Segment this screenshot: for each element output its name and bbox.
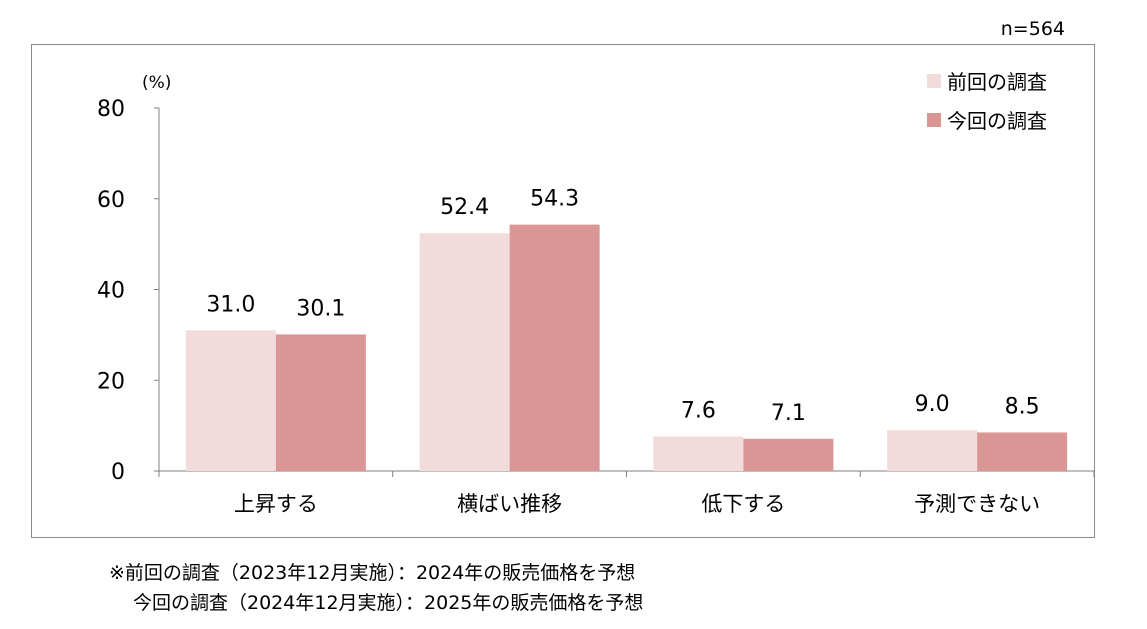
legend-swatch <box>927 113 941 127</box>
y-tick-label: 60 <box>97 188 125 213</box>
y-tick-label: 20 <box>97 369 125 394</box>
bar <box>275 334 366 471</box>
data-label: 7.6 <box>681 399 716 424</box>
y-tick-label: 0 <box>111 460 125 485</box>
y-axis-unit: (%) <box>142 73 171 93</box>
data-label: 8.5 <box>1005 394 1040 419</box>
chart-axes: 0 20 40 60 80 (%) <box>97 73 1095 485</box>
bar <box>887 430 978 471</box>
x-category-label: 予測できない <box>914 492 1040 516</box>
bar <box>743 438 834 471</box>
x-category-label: 上昇する <box>234 492 318 516</box>
bar <box>977 432 1068 471</box>
x-category-label: 低下する <box>701 492 785 516</box>
data-label: 54.3 <box>530 187 579 212</box>
bar <box>185 330 276 471</box>
x-category-label: 横ばい推移 <box>457 492 562 516</box>
chart-labels: 31.0 30.1 上昇する 52.4 54.3 横ばい推移 7.6 7.1 低下する 9.0 8.… <box>206 187 1040 516</box>
data-label: 31.0 <box>206 292 255 317</box>
data-label: 30.1 <box>296 296 345 321</box>
bar <box>509 224 600 471</box>
chart-bars <box>185 224 1068 471</box>
sample-size-label: n=564 <box>1000 18 1065 40</box>
y-tick-label: 80 <box>97 97 125 122</box>
footnote-current-survey: 今回の調査（2024年12月実施）：2025年の販売価格を予想 <box>133 592 644 614</box>
legend-label: 前回の調査 <box>947 70 1047 94</box>
footnote-previous-survey: ※前回の調査（2023年12月実施）：2024年の販売価格を予想 <box>109 562 636 584</box>
bar <box>653 436 744 471</box>
bar <box>419 233 510 471</box>
data-label: 9.0 <box>915 392 950 417</box>
footnotes: ※前回の調査（2023年12月実施）：2024年の販売価格を予想 今回の調査（2… <box>109 558 643 618</box>
data-label: 7.1 <box>771 401 806 426</box>
legend-label: 今回の調査 <box>947 109 1047 133</box>
legend-swatch <box>927 74 941 88</box>
data-label: 52.4 <box>440 195 489 220</box>
y-tick-label: 40 <box>97 279 125 304</box>
